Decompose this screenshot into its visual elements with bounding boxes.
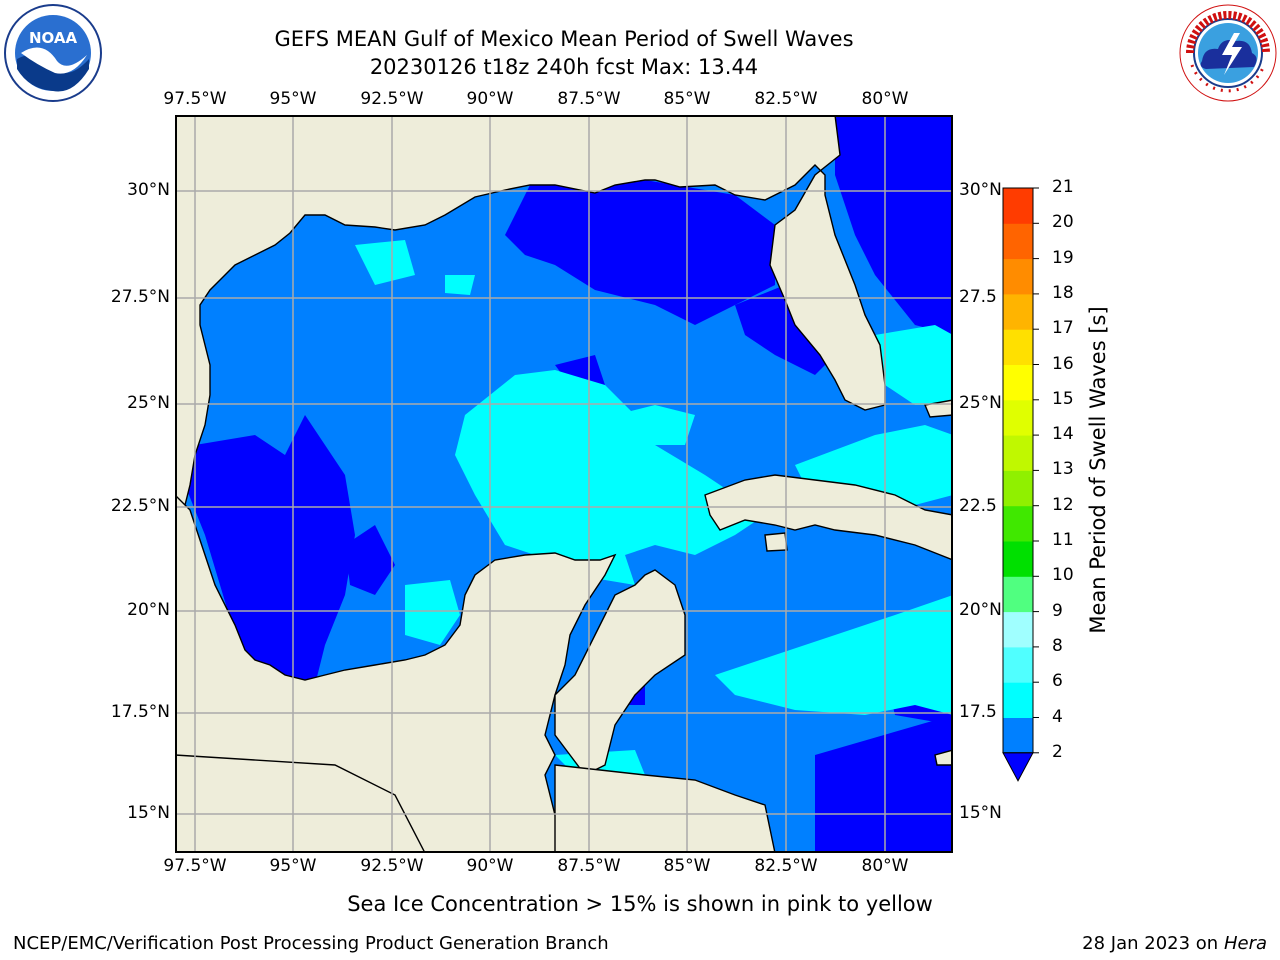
lat-label-right: 17.5 [959,702,997,722]
lon-label-top: 90°W [466,89,514,109]
lat-label-right: 22.5 [959,496,997,516]
lon-label-top: 87.5°W [557,89,621,109]
colorbar-band [1003,505,1033,542]
footer-timestamp: 28 Jan 2023 on Hera [1082,933,1267,954]
footer-credit: NCEP/EMC/Verification Post Processing Pr… [13,933,609,954]
colorbar-band [1003,258,1033,295]
noaa-logo: NOAA [4,4,102,102]
land [175,115,953,853]
lon-label-top: 85°W [663,89,711,109]
chart-subtitle: 20230126 t18z 240h fcst Max: 13.44 [369,55,759,79]
colorbar-band [1003,611,1033,648]
lon-label-bottom: 97.5°W [163,856,227,876]
sea-ice-caption: Sea Ice Concentration > 15% is shown in … [347,892,933,916]
colorbar-band [1003,188,1033,224]
colorbar-band [1003,541,1033,577]
colorbar-tick-label: 6 [1052,671,1063,692]
colorbar-tick-label: 13 [1052,459,1074,480]
lat-label-left: 25°N [127,393,170,413]
graticule [175,115,953,853]
colorbar-tick-label: 2 [1052,741,1063,762]
colorbar-tick-label: 12 [1052,494,1074,515]
lat-label-right: 15°N [959,803,1002,823]
colorbar-band [1003,364,1033,401]
map-panel [175,115,953,853]
colorbar-band [1003,682,1033,718]
colorbar-tick-label: 11 [1052,530,1074,550]
lat-label-left: 27.5°N [110,287,170,307]
colorbar-tick-label: 20 [1052,212,1074,233]
colorbar-band [1003,223,1033,260]
lon-label-bottom: 87.5°W [557,856,621,876]
lat-label-left: 17.5°N [110,702,170,722]
noaa-logo-text: NOAA [29,29,78,47]
lon-label-bottom: 95°W [269,856,317,876]
lat-label-left: 22.5°N [110,496,170,516]
lon-label-top: 82.5°W [754,89,818,109]
colorbar-tick-label: 19 [1052,247,1074,268]
colorbar-under-triangle [1002,752,1034,782]
lon-label-bottom: 90°W [466,856,514,876]
chart-title: GEFS MEAN Gulf of Mexico Mean Period of … [274,27,854,51]
lon-label-bottom: 82.5°W [754,856,818,876]
lat-label-left: 20°N [127,600,170,620]
lat-label-left: 15°N [127,803,170,823]
isle-of-youth [764,532,788,552]
lon-label-bottom: 85°W [663,856,711,876]
colorbar-band [1003,293,1033,330]
colorbar-tick-label: 10 [1052,565,1074,586]
lon-label-bottom: 92.5°W [360,856,424,876]
colorbar-tick-label: 21 [1052,177,1074,197]
lat-label-left: 30°N [127,180,170,200]
colorbar-band [1003,329,1033,365]
colorbar-band [1003,470,1033,507]
footer-date: 28 Jan 2023 on [1082,933,1224,954]
lat-label-right: 30°N [959,180,1002,200]
central-america [175,754,426,853]
lat-label-right: 20°N [959,600,1002,620]
colorbar-label: Mean Period of Swell Waves [s] [1086,306,1110,634]
colorbar-band [1003,646,1033,683]
colorbar-tick-label: 14 [1052,424,1074,445]
colorbar-band [1003,576,1033,613]
colorbar-tick-label: 9 [1052,600,1063,621]
colorbar-band [1003,435,1033,471]
map-frame [175,115,953,853]
lat-label-right: 27.5 [959,287,997,307]
colorbar [1002,187,1039,782]
colorbar-tick-label: 15 [1052,388,1074,409]
colorbar-band [1003,717,1033,754]
colorbar-tick-label: 16 [1052,353,1074,374]
lon-label-bottom: 80°W [861,856,909,876]
colorbar-band [1003,399,1033,436]
colorbar-tick-label: 18 [1052,282,1074,303]
colorbar-tick-label: 8 [1052,635,1063,656]
jamaica [934,749,953,766]
lon-label-top: 95°W [269,89,317,109]
lon-label-top: 97.5°W [163,89,227,109]
colorbar-tick-label: 17 [1052,318,1074,339]
honduras-coast [554,764,776,853]
lat-label-right: 25°N [959,393,1002,413]
footer-host: Hera [1223,933,1267,954]
colorbar-tick-label: 4 [1052,706,1063,727]
lon-label-top: 80°W [861,89,909,109]
us-gulf-coast [175,115,886,516]
nws-logo [1179,4,1277,102]
cuba [704,474,953,561]
lon-label-top: 92.5°W [360,89,424,109]
